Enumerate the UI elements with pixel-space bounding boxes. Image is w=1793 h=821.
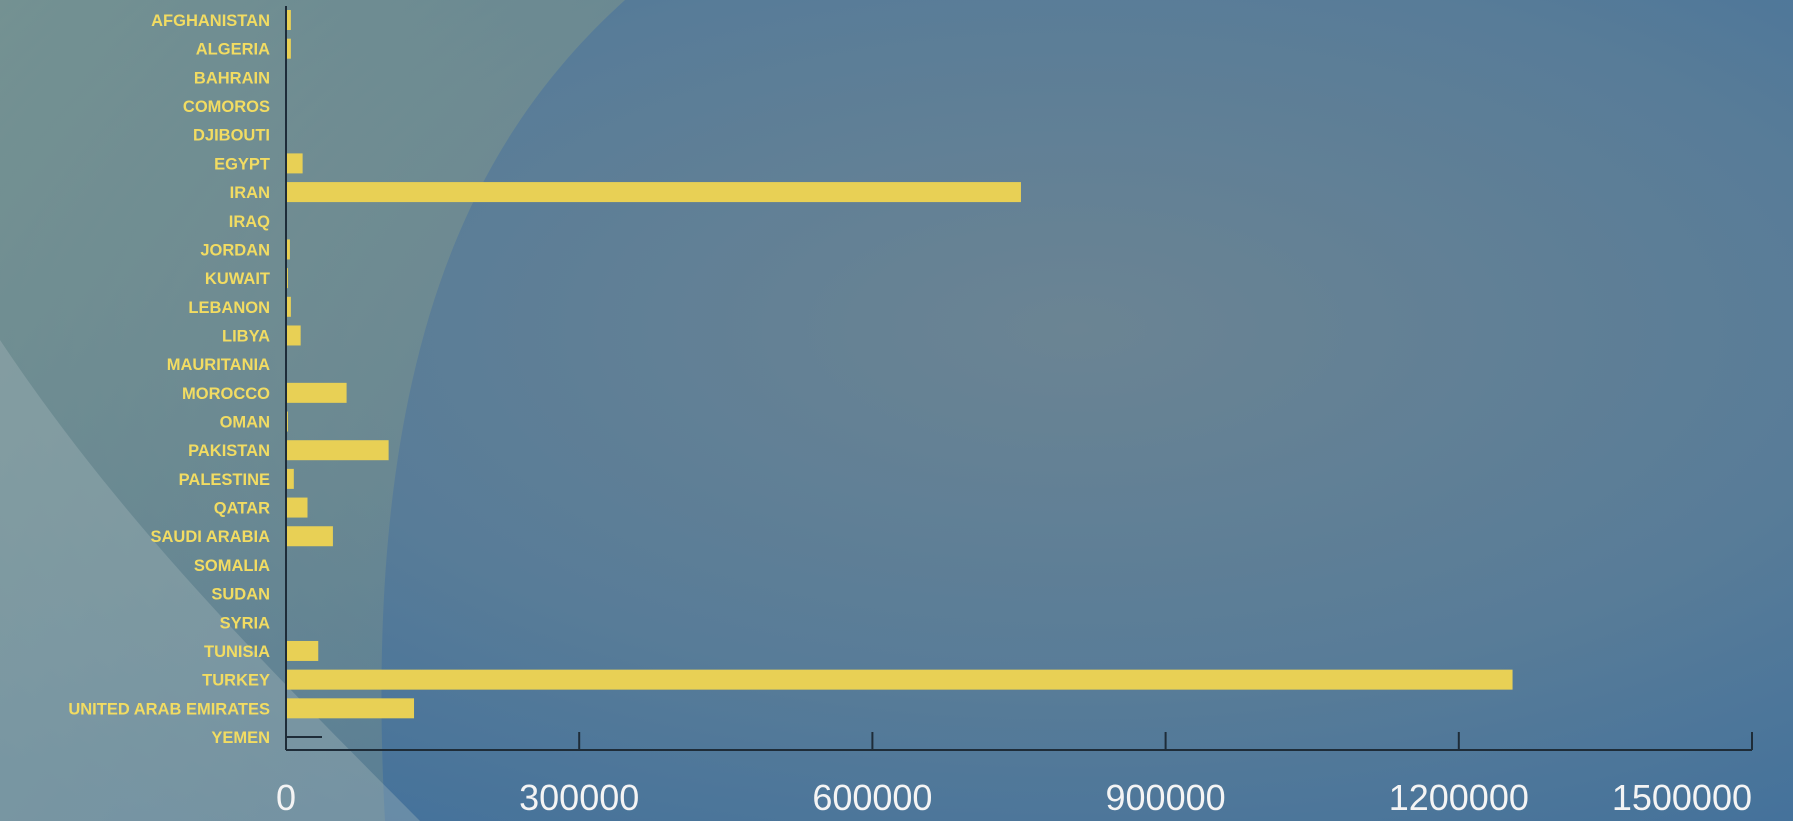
bar-morocco bbox=[286, 382, 347, 403]
category-label-pakistan: PAKISTAN bbox=[188, 442, 270, 460]
bar-afghanistan bbox=[286, 10, 291, 30]
category-label-iran: IRAN bbox=[230, 184, 270, 202]
bar-egypt bbox=[286, 153, 303, 174]
category-label-algeria: ALGERIA bbox=[196, 41, 270, 59]
category-label-morocco: MOROCCO bbox=[182, 385, 270, 403]
category-label-iraq: IRAQ bbox=[229, 213, 270, 231]
bar-libya bbox=[286, 325, 301, 346]
category-label-bahrain: BAHRAIN bbox=[194, 69, 270, 87]
category-label-kuwait: KUWAIT bbox=[205, 270, 270, 288]
category-label-jordan: JORDAN bbox=[200, 241, 270, 259]
category-label-sudan: SUDAN bbox=[211, 586, 270, 604]
background-arc-edge bbox=[0, 340, 420, 821]
bar-algeria bbox=[286, 38, 291, 59]
bar-lebanon bbox=[286, 296, 291, 317]
background-arc bbox=[0, 0, 625, 821]
x-tick-label-900000: 900000 bbox=[1106, 777, 1226, 818]
bar-qatar bbox=[286, 497, 308, 518]
category-label-djibouti: DJIBOUTI bbox=[193, 127, 270, 145]
category-label-egypt: EGYPT bbox=[214, 155, 270, 173]
category-label-lebanon: LEBANON bbox=[188, 299, 270, 317]
category-label-comoros: COMOROS bbox=[183, 98, 270, 116]
bar-palestine bbox=[286, 468, 294, 489]
bar-jordan bbox=[286, 239, 290, 260]
category-labels: AFGHANISTAN ALGERIA BAHRAIN COMOROS DJIBOUTI… bbox=[68, 12, 270, 747]
category-label-yemen: YEMEN bbox=[211, 729, 270, 747]
category-label-tunisia: TUNISIA bbox=[204, 643, 270, 661]
bar-united-arab-emirates bbox=[286, 698, 415, 719]
bar-tunisia bbox=[286, 640, 319, 661]
bars-layer bbox=[286, 10, 1513, 719]
category-label-qatar: QATAR bbox=[214, 500, 270, 518]
category-label-syria: SYRIA bbox=[220, 614, 271, 632]
category-label-libya: LIBYA bbox=[222, 327, 270, 345]
x-tick-label-600000: 600000 bbox=[812, 777, 932, 818]
category-label-palestine: PALESTINE bbox=[179, 471, 270, 489]
x-tick-label-1500000: 1500000 bbox=[1612, 777, 1752, 818]
x-tick-label-300000: 300000 bbox=[519, 777, 639, 818]
x-tick-label-1200000: 1200000 bbox=[1389, 777, 1529, 818]
category-label-mauritania: MAURITANIA bbox=[167, 356, 270, 374]
category-label-somalia: SOMALIA bbox=[194, 557, 270, 575]
bar-saudi-arabia bbox=[286, 526, 333, 547]
category-label-afghanistan: AFGHANISTAN bbox=[151, 12, 270, 30]
category-label-saudi-arabia: SAUDI ARABIA bbox=[151, 528, 271, 546]
category-label-united-arab-emirates: UNITED ARAB EMIRATES bbox=[68, 700, 270, 718]
bar-pakistan bbox=[286, 440, 389, 461]
category-label-oman: OMAN bbox=[220, 414, 270, 432]
x-tick-label-0: 0 bbox=[276, 777, 296, 818]
x-axis: 0 300000 600000 900000 1200000 1500000 bbox=[276, 6, 1753, 818]
bar-turkey bbox=[286, 669, 1513, 690]
bar-iran bbox=[286, 182, 1021, 203]
category-label-turkey: TURKEY bbox=[202, 672, 270, 690]
